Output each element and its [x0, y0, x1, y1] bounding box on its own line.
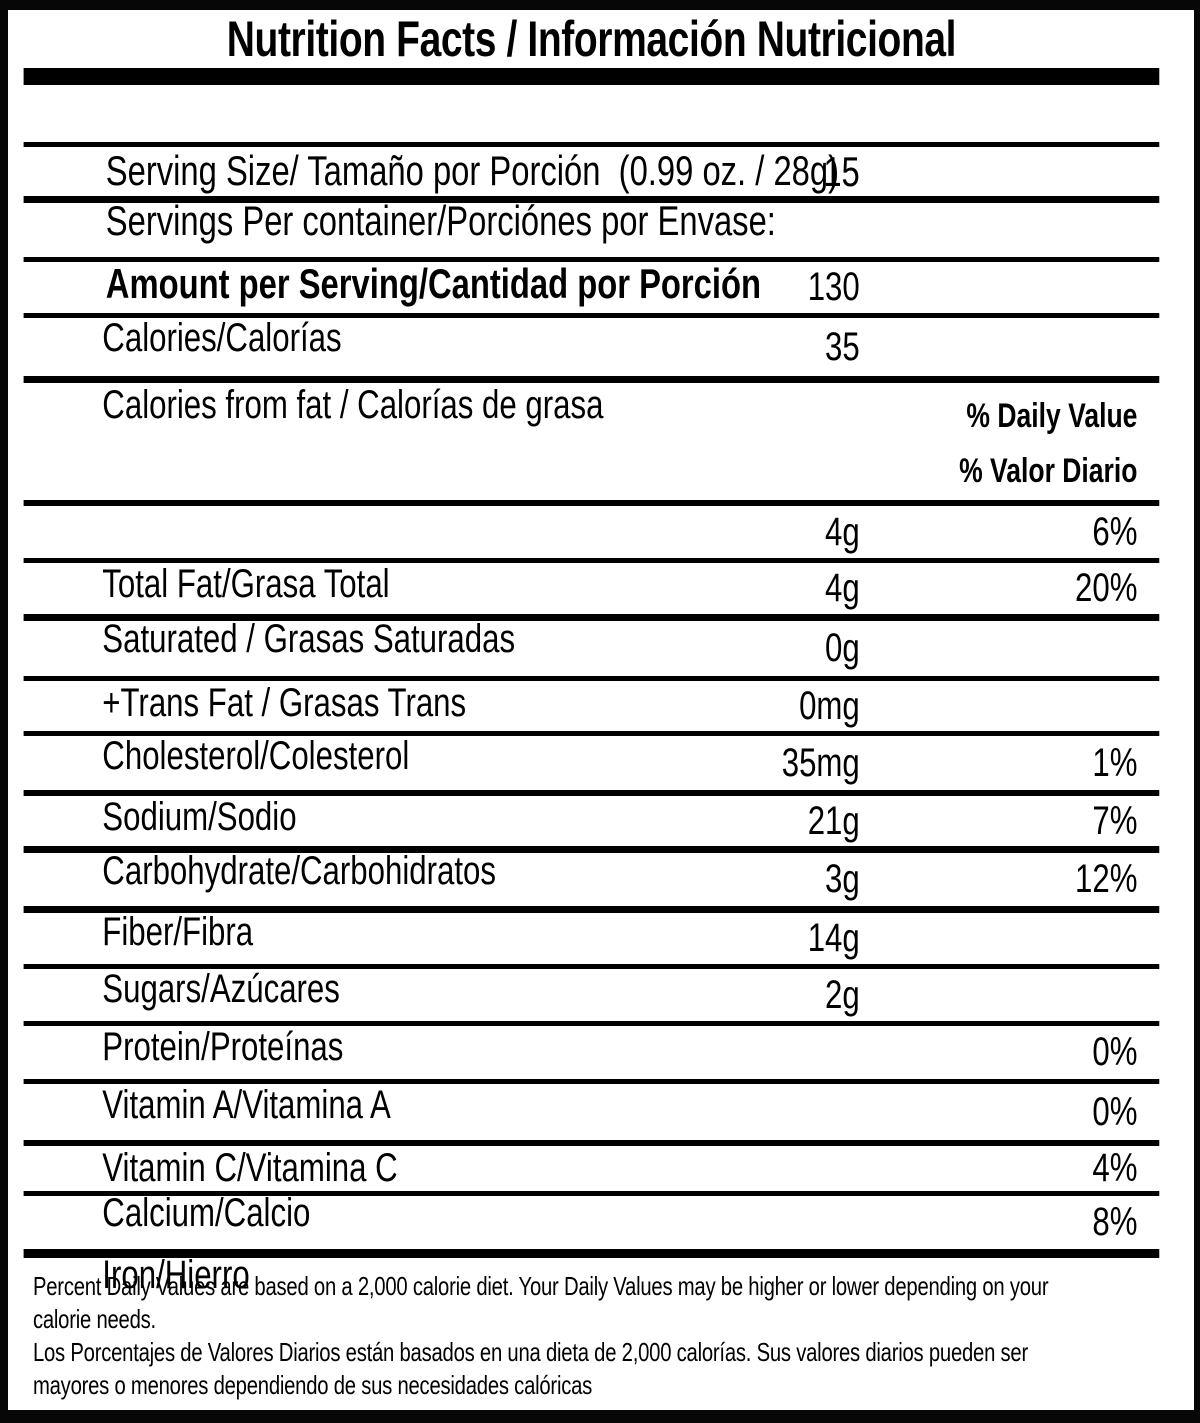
- footnote-line: calorie needs.: [32, 1304, 156, 1334]
- nutrient-label: +Trans Fat / Grasas Trans: [102, 681, 467, 725]
- nutrient-label: Carbohydrate/Carbohidratos: [102, 849, 496, 893]
- row-vitamin-a: Vitamin A/Vitamina A 0%: [23, 1026, 1160, 1127]
- nutrient-amount: 4g: [825, 510, 860, 554]
- nutrient-label: Protein/Proteínas: [102, 1025, 344, 1069]
- nutrient-daily-value: 0%: [1092, 1090, 1138, 1134]
- nutrient-label: Total Fat/Grasa Total: [102, 562, 390, 606]
- row-saturated-fat: Saturated / Grasas Saturadas 4g 20%: [23, 563, 1160, 661]
- amount-per-serving-header: Amount per Serving/Cantidad por Porción: [105, 260, 762, 307]
- nutrient-label: Vitamin A/Vitamina A: [102, 1083, 391, 1127]
- footnote-line: Los Porcentajes de Valores Diarios están…: [32, 1337, 1029, 1367]
- row-calories-from-fat: Calories from fat / Calorías de grasa 35: [23, 318, 1160, 427]
- nutrient-label: Calcium/Calcio: [102, 1191, 311, 1235]
- nutrient-daily-value: 12%: [1074, 857, 1138, 901]
- label-content: Nutrition Facts / Información Nutriciona…: [8, 10, 1194, 1402]
- nutrient-amount: 3g: [825, 857, 860, 901]
- daily-value-header-en: % Daily Value: [966, 397, 1138, 435]
- calories-label: Calories/Calorías: [102, 316, 342, 360]
- servings-per-container-label: Servings Per container/Porciónes por Env…: [105, 197, 776, 244]
- row-carbohydrate: Carbohydrate/Carbohidratos 21g 7%: [23, 796, 1160, 893]
- nutrient-amount: 35mg: [781, 741, 860, 785]
- nutrient-daily-value: 8%: [1092, 1200, 1138, 1244]
- row-calories: Calories/Calorías 130: [23, 262, 1160, 360]
- footnote-line: Percent Daily Values are based on a 2,00…: [32, 1271, 1049, 1301]
- row-calcium: Calcium/Calcio 4%: [23, 1146, 1160, 1235]
- row-iron: Iron/Hierro 8%: [23, 1196, 1160, 1297]
- nutrient-amount: 14g: [807, 916, 860, 960]
- nutrient-daily-value: 0%: [1092, 1030, 1138, 1074]
- nutrient-daily-value: 6%: [1092, 510, 1138, 554]
- nutrient-daily-value: 1%: [1092, 741, 1138, 785]
- nutrient-amount: 0mg: [799, 684, 860, 728]
- label-title: Nutrition Facts / Información Nutriciona…: [23, 10, 1160, 85]
- nutrient-label: Sugars/Azúcares: [102, 967, 340, 1011]
- nutrient-label: Sodium/Sodio: [102, 795, 297, 839]
- row-cholesterol: Cholesterol/Colesterol 0mg: [23, 681, 1160, 778]
- footnote-line: mayores o menores dependiendo de sus nec…: [32, 1370, 593, 1400]
- row-sugars: Sugars/Azúcares 14g: [23, 913, 1160, 1011]
- row-trans-fat: +Trans Fat / Grasas Trans 0g: [23, 621, 1160, 725]
- calories-from-fat-value: 35: [825, 325, 860, 369]
- row-fiber: Fiber/Fibra 3g 12%: [23, 853, 1160, 954]
- row-total-fat: Total Fat/Grasa Total 4g 6%: [23, 506, 1160, 606]
- nutrient-amount: 21g: [807, 799, 860, 843]
- nutrient-label: Vitamin C/Vitamina C: [102, 1146, 398, 1190]
- row-serving-size: Serving Size/ Tamaño por Porción (0.99 o…: [23, 85, 1160, 194]
- nutrient-amount: 4g: [825, 566, 860, 610]
- row-servings-per-container: Servings Per container/Porciónes por Env…: [23, 147, 1160, 244]
- nutrient-label: Cholesterol/Colesterol: [102, 734, 410, 778]
- calories-from-fat-label: Calories from fat / Calorías de grasa: [102, 383, 604, 427]
- serving-size-label: Serving Size/ Tamaño por Porción (0.99 o…: [105, 147, 840, 194]
- nutrient-daily-value: 20%: [1074, 566, 1138, 610]
- row-protein: Protein/Proteínas 2g: [23, 969, 1160, 1069]
- daily-value-header-es: % Valor Diario: [959, 452, 1138, 490]
- row-vitamin-c: Vitamin C/Vitamina C 0%: [23, 1084, 1160, 1190]
- nutrient-daily-value: 4%: [1092, 1146, 1138, 1190]
- servings-per-container-value: 15: [823, 148, 860, 195]
- nutrient-amount: 0g: [825, 626, 860, 670]
- row-sodium: Sodium/Sodio 35mg 1%: [23, 736, 1160, 839]
- footnote: Percent Daily Values are based on a 2,00…: [24, 1258, 1160, 1402]
- row-amount-per-serving-header: Amount per Serving/Cantidad por Porción: [23, 203, 1160, 307]
- daily-value-header-block: % Daily Value % Valor Diario: [23, 383, 1160, 506]
- nutrient-label: Saturated / Grasas Saturadas: [102, 617, 516, 661]
- calories-value: 130: [807, 265, 860, 309]
- nutrient-label: Fiber/Fibra: [102, 910, 254, 954]
- nutrient-amount: 2g: [825, 973, 860, 1017]
- nutrient-daily-value: 7%: [1092, 799, 1138, 843]
- nutrient-label: Iron/Hierro: [102, 1253, 250, 1297]
